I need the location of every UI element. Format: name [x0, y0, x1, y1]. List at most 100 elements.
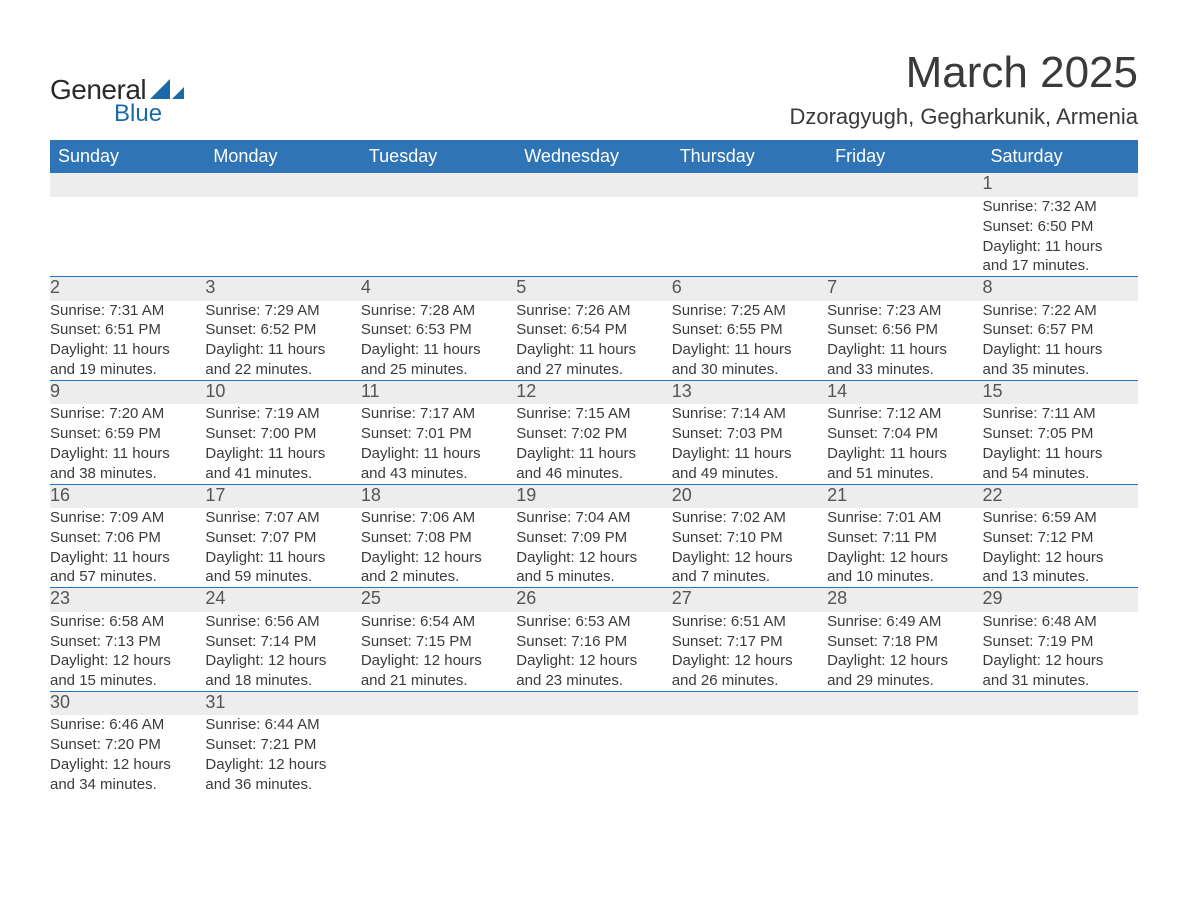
day-number-cell — [361, 691, 516, 715]
day-sunset: Sunset: 7:01 PM — [361, 424, 516, 444]
day-sunset: Sunset: 6:56 PM — [827, 320, 982, 340]
day-number: 17 — [205, 485, 225, 505]
day-number-cell: 24 — [205, 588, 360, 612]
day-sunset: Sunset: 7:03 PM — [672, 424, 827, 444]
day-dl1: Daylight: 11 hours — [361, 340, 516, 360]
day-number: 29 — [983, 588, 1003, 608]
day-data-cell: Sunrise: 7:01 AMSunset: 7:11 PMDaylight:… — [827, 508, 982, 588]
day-dl2: and 38 minutes. — [50, 464, 205, 484]
weekday-header: Wednesday — [516, 140, 671, 173]
day-number: 6 — [672, 277, 682, 297]
day-data-cell: Sunrise: 6:58 AMSunset: 7:13 PMDaylight:… — [50, 612, 205, 692]
day-sunrise: Sunrise: 7:02 AM — [672, 508, 827, 528]
day-number: 14 — [827, 381, 847, 401]
day-number-cell: 10 — [205, 380, 360, 404]
day-data-cell — [827, 197, 982, 277]
day-dl1: Daylight: 12 hours — [827, 651, 982, 671]
weekday-header: Friday — [827, 140, 982, 173]
day-data-cell: Sunrise: 6:49 AMSunset: 7:18 PMDaylight:… — [827, 612, 982, 692]
day-sunrise: Sunrise: 7:31 AM — [50, 301, 205, 321]
day-data-cell: Sunrise: 7:14 AMSunset: 7:03 PMDaylight:… — [672, 404, 827, 484]
day-sunset: Sunset: 7:04 PM — [827, 424, 982, 444]
title-block: March 2025 Dzoragyugh, Gegharkunik, Arme… — [789, 48, 1138, 130]
week-daynum-row: 2345678 — [50, 277, 1138, 301]
day-number: 7 — [827, 277, 837, 297]
day-sunset: Sunset: 7:18 PM — [827, 632, 982, 652]
day-dl2: and 22 minutes. — [205, 360, 360, 380]
day-number: 23 — [50, 588, 70, 608]
day-sunrise: Sunrise: 7:11 AM — [983, 404, 1138, 424]
day-sunset: Sunset: 6:54 PM — [516, 320, 671, 340]
day-sunrise: Sunrise: 6:46 AM — [50, 715, 205, 735]
day-dl1: Daylight: 11 hours — [672, 444, 827, 464]
day-dl2: and 5 minutes. — [516, 567, 671, 587]
day-number: 16 — [50, 485, 70, 505]
day-data-cell: Sunrise: 7:31 AMSunset: 6:51 PMDaylight:… — [50, 301, 205, 381]
day-data-cell: Sunrise: 6:56 AMSunset: 7:14 PMDaylight:… — [205, 612, 360, 692]
day-sunset: Sunset: 7:09 PM — [516, 528, 671, 548]
day-sunrise: Sunrise: 7:09 AM — [50, 508, 205, 528]
day-number-cell: 8 — [983, 277, 1138, 301]
day-dl2: and 59 minutes. — [205, 567, 360, 587]
week-data-row: Sunrise: 7:32 AMSunset: 6:50 PMDaylight:… — [50, 197, 1138, 277]
day-number-cell: 6 — [672, 277, 827, 301]
day-dl2: and 15 minutes. — [50, 671, 205, 691]
week-data-row: Sunrise: 7:09 AMSunset: 7:06 PMDaylight:… — [50, 508, 1138, 588]
day-number-cell — [516, 691, 671, 715]
day-number: 8 — [983, 277, 993, 297]
day-dl2: and 34 minutes. — [50, 775, 205, 795]
day-data-cell — [827, 715, 982, 794]
calendar-body: 1Sunrise: 7:32 AMSunset: 6:50 PMDaylight… — [50, 173, 1138, 795]
day-number-cell: 18 — [361, 484, 516, 508]
day-dl1: Daylight: 12 hours — [50, 755, 205, 775]
day-sunset: Sunset: 7:13 PM — [50, 632, 205, 652]
calendar-table: SundayMondayTuesdayWednesdayThursdayFrid… — [50, 140, 1138, 795]
day-dl1: Daylight: 12 hours — [983, 651, 1138, 671]
day-sunset: Sunset: 7:00 PM — [205, 424, 360, 444]
header: General Blue March 2025 Dzoragyugh, Gegh… — [50, 48, 1138, 130]
day-number: 10 — [205, 381, 225, 401]
day-dl2: and 35 minutes. — [983, 360, 1138, 380]
day-dl2: and 7 minutes. — [672, 567, 827, 587]
day-data-cell — [672, 715, 827, 794]
day-data-cell: Sunrise: 7:32 AMSunset: 6:50 PMDaylight:… — [983, 197, 1138, 277]
day-dl2: and 23 minutes. — [516, 671, 671, 691]
day-dl2: and 41 minutes. — [205, 464, 360, 484]
weekday-header: Thursday — [672, 140, 827, 173]
day-data-cell: Sunrise: 7:19 AMSunset: 7:00 PMDaylight:… — [205, 404, 360, 484]
day-dl1: Daylight: 11 hours — [983, 340, 1138, 360]
day-sunset: Sunset: 7:10 PM — [672, 528, 827, 548]
day-sunset: Sunset: 6:52 PM — [205, 320, 360, 340]
day-number: 3 — [205, 277, 215, 297]
page-title: March 2025 — [789, 48, 1138, 98]
day-number-cell: 21 — [827, 484, 982, 508]
day-number: 25 — [361, 588, 381, 608]
week-daynum-row: 23242526272829 — [50, 588, 1138, 612]
day-data-cell: Sunrise: 7:22 AMSunset: 6:57 PMDaylight:… — [983, 301, 1138, 381]
day-dl2: and 27 minutes. — [516, 360, 671, 380]
day-sunrise: Sunrise: 7:25 AM — [672, 301, 827, 321]
weekday-header: Saturday — [983, 140, 1138, 173]
week-data-row: Sunrise: 7:20 AMSunset: 6:59 PMDaylight:… — [50, 404, 1138, 484]
day-number: 20 — [672, 485, 692, 505]
day-number-cell — [672, 173, 827, 197]
day-number: 22 — [983, 485, 1003, 505]
week-daynum-row: 3031 — [50, 691, 1138, 715]
day-number-cell: 11 — [361, 380, 516, 404]
brand-name-part2: Blue — [114, 100, 162, 128]
day-dl2: and 46 minutes. — [516, 464, 671, 484]
day-number: 24 — [205, 588, 225, 608]
day-dl1: Daylight: 11 hours — [516, 340, 671, 360]
day-dl1: Daylight: 11 hours — [50, 340, 205, 360]
day-dl1: Daylight: 11 hours — [516, 444, 671, 464]
day-sunrise: Sunrise: 7:14 AM — [672, 404, 827, 424]
day-dl1: Daylight: 11 hours — [205, 444, 360, 464]
day-number-cell: 30 — [50, 691, 205, 715]
week-daynum-row: 9101112131415 — [50, 380, 1138, 404]
day-data-cell: Sunrise: 7:28 AMSunset: 6:53 PMDaylight:… — [361, 301, 516, 381]
day-number: 9 — [50, 381, 60, 401]
day-number-cell: 4 — [361, 277, 516, 301]
day-data-cell: Sunrise: 7:09 AMSunset: 7:06 PMDaylight:… — [50, 508, 205, 588]
day-number-cell: 9 — [50, 380, 205, 404]
day-sunrise: Sunrise: 7:26 AM — [516, 301, 671, 321]
